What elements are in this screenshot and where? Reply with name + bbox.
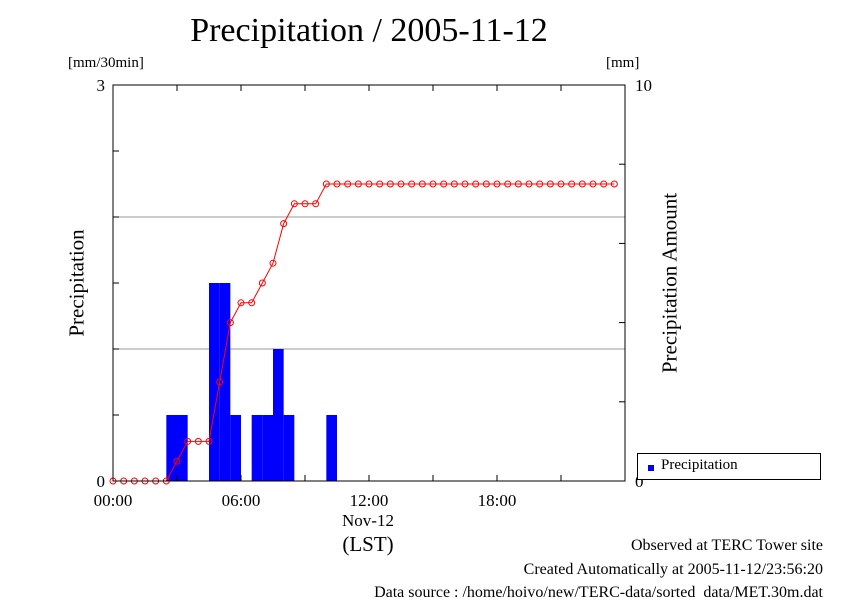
- footer-observed: Observed at TERC Tower site: [630, 537, 823, 554]
- amount-point: [216, 378, 224, 386]
- precip-bar: [262, 415, 273, 481]
- amount-point: [440, 180, 448, 188]
- amount-point: [365, 180, 373, 188]
- amount-point: [504, 180, 512, 188]
- amount-point: [482, 180, 490, 188]
- x-tick-label: 00:00: [94, 491, 133, 510]
- right-axis-unit: [mm]: [606, 55, 640, 71]
- footer: Observed at TERC Tower site Created Auto…: [374, 534, 823, 605]
- left-y-tick-label: 0: [97, 472, 106, 491]
- amount-point: [589, 180, 597, 188]
- legend-swatch: [648, 465, 654, 471]
- precip-bar: [177, 415, 188, 481]
- footer-data-source: Data source : /home/hoivo/new/TERC-data/…: [374, 584, 823, 601]
- amount-point: [322, 180, 330, 188]
- amount-point: [610, 180, 618, 188]
- amount-point: [290, 200, 298, 208]
- amount-point: [461, 180, 469, 188]
- plot-frame: [112, 84, 626, 482]
- legend: Precipitation: [637, 453, 821, 480]
- amount-point: [301, 200, 309, 208]
- amount-point: [578, 180, 586, 188]
- amount-point: [258, 279, 266, 287]
- amount-point: [280, 220, 288, 228]
- x-tick-label: 06:00: [222, 491, 261, 510]
- precip-bar: [209, 283, 220, 481]
- amount-point: [184, 437, 192, 445]
- amount-point: [269, 259, 277, 267]
- amount-point: [418, 180, 426, 188]
- precip-bar: [230, 415, 241, 481]
- legend-label: Precipitation: [661, 457, 738, 473]
- amount-point: [514, 180, 522, 188]
- amount-point: [226, 319, 234, 327]
- amount-point: [205, 437, 213, 445]
- x-axis-timezone-label: (LST): [342, 532, 394, 556]
- amount-point: [472, 180, 480, 188]
- amount-point: [354, 180, 362, 188]
- amount-point: [450, 180, 458, 188]
- amount-point: [376, 180, 384, 188]
- amount-point: [557, 180, 565, 188]
- amount-point: [248, 299, 256, 307]
- chart-title: Precipitation / 2005-11-12: [190, 12, 548, 49]
- amount-point: [173, 457, 181, 465]
- precip-bar: [219, 283, 231, 481]
- precip-bar: [166, 415, 177, 481]
- footer-created: Created Automatically at 2005-11-12/23:5…: [523, 560, 823, 578]
- amount-point: [333, 180, 341, 188]
- amount-point: [600, 180, 608, 188]
- amount-point: [493, 180, 501, 188]
- precip-bar: [273, 349, 284, 481]
- amount-point: [536, 180, 544, 188]
- precip-bar: [326, 415, 337, 481]
- left-y-tick-label: 3: [97, 76, 106, 95]
- x-axis-date-label: Nov-12: [342, 511, 394, 530]
- amount-point: [408, 180, 416, 188]
- precip-bar: [283, 415, 295, 481]
- amount-point: [237, 299, 245, 307]
- left-axis-unit: [mm/30min]: [68, 55, 144, 71]
- precip-bar: [251, 415, 263, 481]
- x-tick-label: 18:00: [478, 491, 517, 510]
- amount-point: [194, 437, 202, 445]
- right-y-tick-label: 0: [635, 472, 644, 491]
- amount-point: [386, 180, 394, 188]
- amount-point: [546, 180, 554, 188]
- right-y-tick-label: 10: [635, 76, 652, 95]
- amount-point: [429, 180, 437, 188]
- amount-point: [525, 180, 533, 188]
- amount-point: [397, 180, 405, 188]
- amount-line: [113, 183, 615, 482]
- amount-point: [568, 180, 576, 188]
- x-tick-label: 12:00: [350, 491, 389, 510]
- amount-point: [312, 200, 320, 208]
- amount-point: [344, 180, 352, 188]
